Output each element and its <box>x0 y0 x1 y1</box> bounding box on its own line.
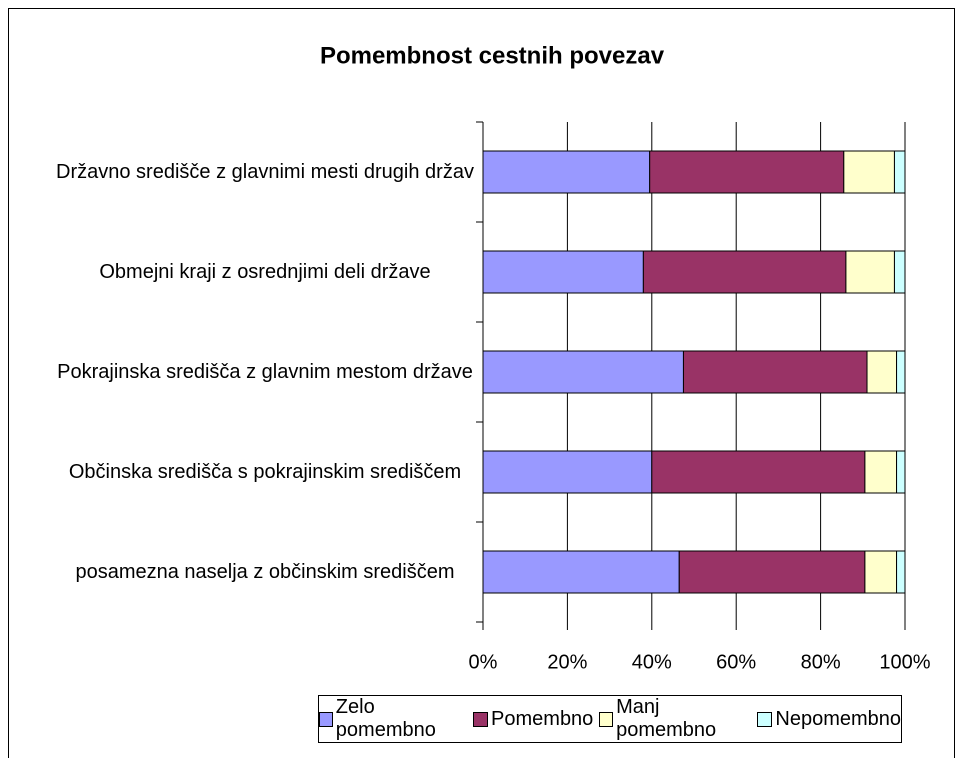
legend-item: Manj pomembno <box>599 696 751 742</box>
bar-segment <box>482 250 644 294</box>
bar-segment <box>896 350 906 394</box>
bar-segment <box>682 350 868 394</box>
legend-item: Pomembno <box>473 708 593 731</box>
category-label: Obmejni kraji z osrednjimi deli države <box>99 261 431 283</box>
legend-label: Manj pomembno <box>616 696 717 741</box>
bar-segment <box>651 450 866 494</box>
legend-label: Nepomembno <box>775 707 901 730</box>
category-label: Državno središče z glavnimi mesti drugih… <box>56 161 474 183</box>
legend-item: Zelo pomembno <box>319 696 467 742</box>
bar-segment <box>845 250 895 294</box>
legend-swatch <box>319 711 333 727</box>
bar-segment <box>896 450 906 494</box>
legend-swatch <box>473 711 489 727</box>
bar-segment <box>482 550 680 594</box>
legend-swatch <box>757 711 773 727</box>
bar-segment <box>864 450 898 494</box>
bar-segment <box>482 350 684 394</box>
bar-segment <box>893 250 906 294</box>
x-tick-label: 40% <box>632 651 672 673</box>
bar-segment <box>678 550 866 594</box>
legend-label: Pomembno <box>491 707 594 730</box>
category-label: Pokrajinska središča z glavnim mestom dr… <box>57 361 473 383</box>
x-tick-label: 60% <box>716 651 756 673</box>
bar-segment <box>893 150 906 194</box>
legend-item: Nepomembno <box>757 708 901 731</box>
bar-segment <box>482 450 653 494</box>
x-tick-label: 0% <box>469 651 498 673</box>
x-tick-label: 80% <box>801 651 841 673</box>
bar-segment <box>864 550 898 594</box>
x-tick-label: 20% <box>547 651 587 673</box>
chart-title: Pomembnost cestnih povezav <box>320 42 665 69</box>
category-label: Občinska središča s pokrajinskim središč… <box>68 461 462 483</box>
x-tick-label: 100% <box>879 651 930 673</box>
bar-segment <box>866 350 898 394</box>
category-label: posamezna naselja z občinskim središčem <box>75 561 455 583</box>
legend: Zelo pomembno Pomembno Manj pomembno Nepome… <box>318 695 902 743</box>
bar-segment <box>642 250 847 294</box>
legend-label: Zelo pomembno <box>335 696 436 741</box>
bar-segment <box>896 550 906 594</box>
bar-segment <box>649 150 845 194</box>
bar-segment <box>843 150 895 194</box>
legend-swatch <box>599 711 614 727</box>
frame <box>8 8 955 758</box>
bar-segment <box>482 150 651 194</box>
